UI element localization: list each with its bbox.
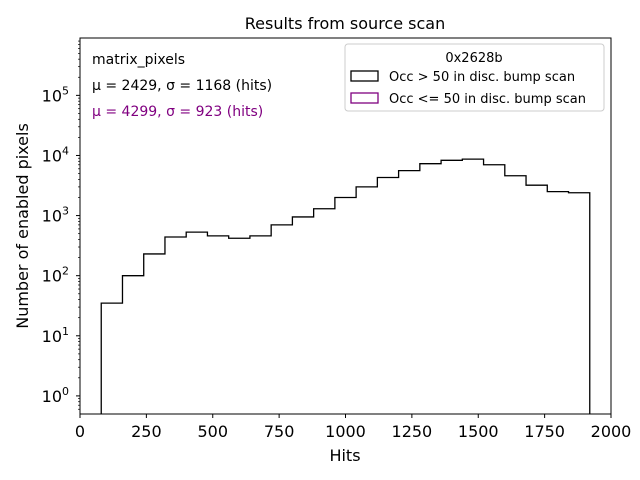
x-axis: 0 250 500 750 1000 1250 1500 1750 2000 (75, 414, 631, 441)
x-tick-label: 500 (197, 422, 228, 441)
x-tick-label: 1250 (392, 422, 433, 441)
x-tick-label: 1750 (524, 422, 565, 441)
chart-title: Results from source scan (245, 14, 445, 33)
x-tick-label: 250 (131, 422, 162, 441)
y-tick-label: 100 (42, 385, 69, 406)
y-tick-label: 103 (42, 205, 69, 226)
x-tick-label: 750 (264, 422, 295, 441)
legend: 0x2628b Occ > 50 in disc. bump scan Occ … (344, 43, 605, 112)
legend-label-occ-le-50: Occ <= 50 in disc. bump scan (389, 92, 586, 107)
y-axis: 100 101 102 103 104 105 (42, 40, 80, 410)
x-tick-label: 2000 (591, 422, 632, 441)
legend-title: 0x2628b (445, 51, 502, 66)
legend-swatch-occ-le-50 (350, 92, 379, 104)
legend-box (344, 43, 605, 112)
x-tick-label: 0 (75, 422, 85, 441)
y-tick-label: 105 (42, 84, 69, 105)
y-axis-label: Number of enabled pixels (13, 123, 32, 329)
plot-area (100, 158, 591, 414)
y-tick-label: 102 (42, 265, 69, 286)
legend-label-occ-gt-50: Occ > 50 in disc. bump scan (389, 70, 575, 85)
y-tick-label: 104 (42, 144, 69, 165)
stats-rejected: μ = 4299, σ = 923 (hits) (92, 104, 263, 120)
dataset-label: matrix_pixels (92, 52, 185, 68)
x-tick-label: 1500 (458, 422, 499, 441)
x-axis-label: Hits (329, 446, 360, 465)
y-tick-label: 101 (42, 325, 69, 346)
histogram-series-occ-gt-50 (100, 158, 591, 414)
stats-selected: μ = 2429, σ = 1168 (hits) (92, 78, 272, 94)
legend-swatch-occ-gt-50 (350, 70, 379, 82)
x-tick-label: 1000 (325, 422, 366, 441)
